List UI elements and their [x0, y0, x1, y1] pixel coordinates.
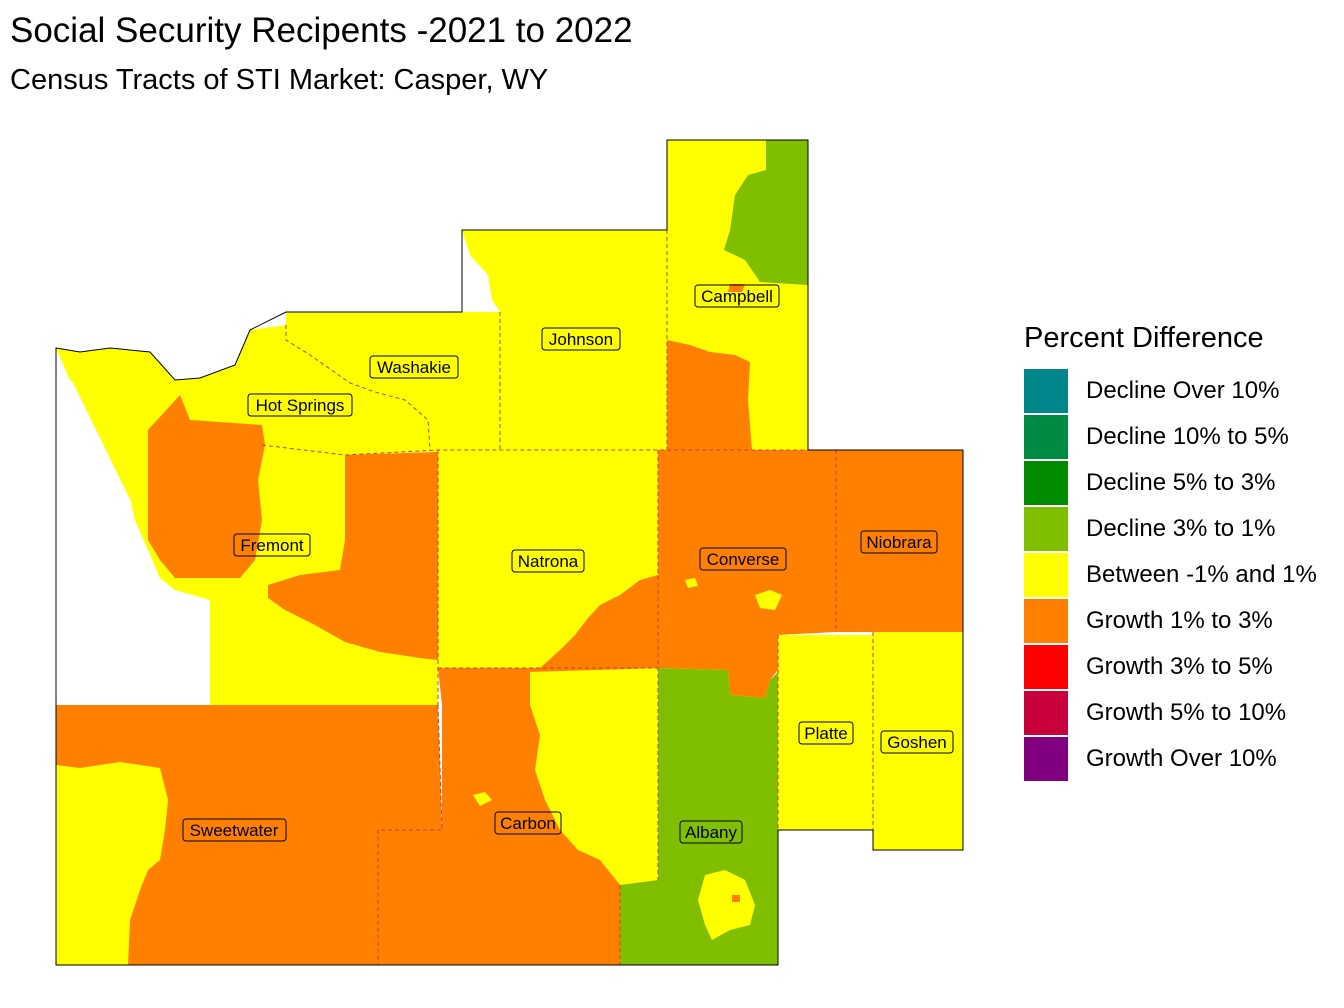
county-label-converse: Converse: [699, 547, 787, 571]
converse-yellow-tract: [755, 590, 782, 610]
county-label-natrona: Natrona: [511, 549, 585, 573]
county-label-goshen: Goshen: [880, 730, 954, 754]
legend-swatch: [1024, 369, 1068, 413]
fremont-orange-west: [148, 395, 265, 578]
washakie-area: [286, 312, 500, 450]
svg-text:Platte: Platte: [804, 724, 847, 743]
legend-item: Between -1% and 1%: [1024, 552, 1317, 598]
carbon-yellow-dot: [473, 792, 492, 806]
county-label-washakie: Washakie: [369, 355, 459, 379]
campbell-orange-tract: [667, 340, 752, 450]
legend-swatch: [1024, 691, 1068, 735]
svg-text:Sweetwater: Sweetwater: [190, 821, 279, 840]
map-subtitle: Census Tracts of STI Market: Casper, WY: [10, 64, 549, 96]
johnson-area: [462, 230, 667, 450]
svg-text:Niobrara: Niobrara: [866, 533, 932, 552]
svg-text:Carbon: Carbon: [500, 814, 556, 833]
legend-item: Growth 5% to 10%: [1024, 690, 1317, 736]
converse-area: [658, 450, 836, 698]
svg-text:Johnson: Johnson: [549, 330, 613, 349]
county-label-platte: Platte: [798, 721, 854, 745]
county-label-carbon: Carbon: [494, 811, 562, 835]
natrona-orange-tract: [540, 575, 658, 668]
campbell-green-tract: [724, 140, 808, 285]
market-outline: [55, 139, 964, 966]
legend-item: Decline Over 10%: [1024, 368, 1317, 414]
map-title: Social Security Recipents -2021 to 2022: [10, 11, 633, 50]
sweetwater-yellow-tract: [56, 762, 168, 965]
legend-item: Decline 3% to 1%: [1024, 506, 1317, 552]
svg-text:Natrona: Natrona: [518, 552, 579, 571]
legend-item: Growth Over 10%: [1024, 736, 1317, 782]
legend-swatch: [1024, 599, 1068, 643]
county-borders: [261, 230, 874, 965]
legend: Percent Difference Decline Over 10% Decli…: [1024, 320, 1317, 782]
fremont-orange-east: [268, 452, 438, 660]
legend-item: Decline 10% to 5%: [1024, 414, 1317, 460]
legend-label: Decline 3% to 1%: [1086, 515, 1276, 542]
svg-text:Campbell: Campbell: [701, 287, 773, 306]
svg-text:Goshen: Goshen: [887, 733, 947, 752]
county-label-sweetwater: Sweetwater: [182, 818, 287, 842]
legend-swatch: [1024, 553, 1068, 597]
border-line: [377, 704, 443, 965]
legend-label: Growth 1% to 3%: [1086, 607, 1273, 634]
svg-text:Converse: Converse: [707, 550, 780, 569]
campbell-orange-dot: [728, 284, 745, 292]
legend-label: Decline 10% to 5%: [1086, 423, 1289, 450]
border-line: [285, 325, 431, 451]
svg-text:Washakie: Washakie: [377, 358, 451, 377]
county-label-hot-springs: Hot Springs: [247, 393, 353, 417]
county-label-fremont: Fremont: [233, 533, 311, 557]
legend-label: Decline Over 10%: [1086, 377, 1280, 404]
svg-text:Albany: Albany: [685, 823, 737, 842]
albany-yellow-tract: [698, 870, 755, 940]
svg-text:Fremont: Fremont: [240, 536, 304, 555]
county-label-campbell: Campbell: [694, 284, 780, 308]
albany-orange-dot: [732, 895, 740, 902]
tract-fills: [56, 140, 963, 965]
legend-items: Decline Over 10% Decline 10% to 5% Decline…: [1024, 368, 1317, 782]
legend-item: Growth 3% to 5%: [1024, 644, 1317, 690]
legend-swatch: [1024, 507, 1068, 551]
legend-swatch: [1024, 415, 1068, 459]
legend-item: Decline 5% to 3%: [1024, 460, 1317, 506]
county-label-albany: Albany: [679, 820, 743, 844]
county-label-niobrara: Niobrara: [860, 530, 938, 554]
goshen-area: [873, 632, 963, 850]
legend-swatch: [1024, 461, 1068, 505]
legend-label: Growth 3% to 5%: [1086, 653, 1273, 680]
legend-swatch: [1024, 737, 1068, 781]
legend-label: Growth Over 10%: [1086, 745, 1277, 772]
svg-text:Hot Springs: Hot Springs: [256, 396, 345, 415]
legend-title: Percent Difference: [1024, 322, 1264, 354]
legend-swatch: [1024, 645, 1068, 689]
legend-item: Growth 1% to 3%: [1024, 598, 1317, 644]
platte-area: [778, 635, 873, 830]
legend-label: Between -1% and 1%: [1086, 561, 1317, 588]
niobrara-area: [836, 450, 963, 632]
converse-yellow-dot: [685, 578, 698, 588]
legend-label: Decline 5% to 3%: [1086, 469, 1276, 496]
county-labels: Campbell Johnson Washakie Hot Springs Fr…: [182, 284, 954, 844]
county-label-johnson: Johnson: [541, 327, 621, 351]
legend-label: Growth 5% to 10%: [1086, 699, 1287, 726]
carbon-yellow-tract: [530, 668, 658, 885]
